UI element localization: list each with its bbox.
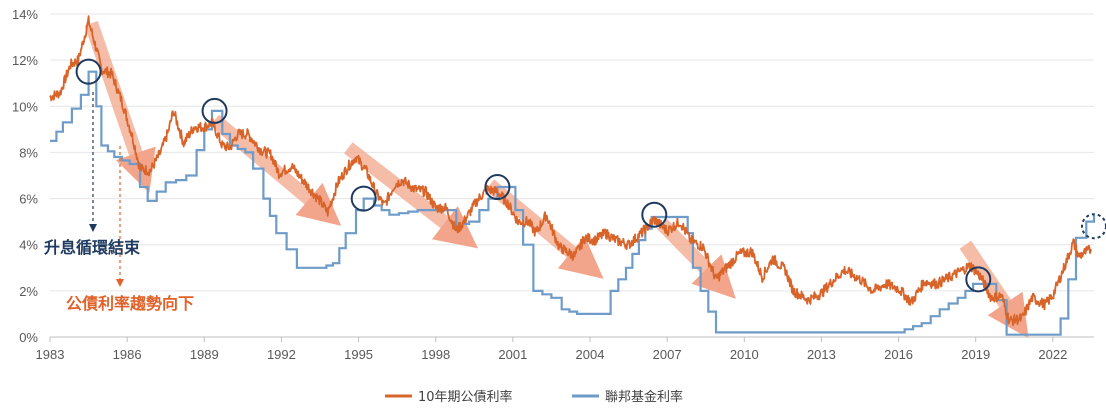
x-tick-label: 2013 — [807, 347, 836, 362]
y-tick-label: 14% — [12, 7, 38, 22]
annotations: 升息循環結束 公債利率趨勢向下 — [44, 92, 194, 313]
annotation-arrowhead-blue — [89, 224, 97, 232]
x-tick-label: 2007 — [653, 347, 682, 362]
trend-arrow — [210, 114, 342, 226]
x-tick-label: 2001 — [498, 347, 527, 362]
cycle-peak-circle — [484, 174, 511, 201]
x-tick-label: 1995 — [344, 347, 373, 362]
cycle-peak-circle-current — [1081, 213, 1106, 240]
x-tick-label: 2004 — [576, 347, 605, 362]
y-tick-label: 4% — [19, 238, 38, 253]
x-tick-label: 2010 — [730, 347, 759, 362]
y-tick-label: 10% — [12, 99, 38, 114]
annotation-yield-down: 公債利率趨勢向下 — [66, 294, 194, 313]
cycle-peak-circle — [201, 97, 228, 124]
cycle-peak-circle — [965, 266, 992, 293]
legend-label-treasury: 10年期公債利率 — [418, 389, 513, 405]
legend: 10年期公債利率 聯邦基金利率 — [385, 389, 683, 405]
x-tick-label: 2019 — [961, 347, 990, 362]
axes: 0% 2% 4% 6% 8% 10% 12% 14% 1983 1986 1989 1992 1995 1… — [12, 7, 1094, 362]
series-line-fedfunds — [50, 70, 1096, 336]
annotation-cycle-end: 升息循環結束 — [44, 238, 141, 257]
trend-arrows — [84, 20, 1029, 339]
gridlines — [50, 13, 1094, 292]
x-tick-label: 2016 — [884, 347, 913, 362]
series-line-treasury — [49, 15, 1093, 326]
legend-label-fedfunds: 聯邦基金利率 — [605, 389, 683, 405]
x-tick-label: 1998 — [421, 347, 450, 362]
cycle-peak-circle — [350, 185, 377, 212]
trend-arrow — [959, 240, 1029, 339]
cycle-peak-circles — [75, 58, 1106, 293]
x-tick-label: 1992 — [267, 347, 296, 362]
y-tick-label: 2% — [19, 284, 38, 299]
series-lines — [49, 15, 1096, 336]
y-tick-label: 6% — [19, 192, 38, 207]
x-tick-label: 2022 — [1038, 347, 1067, 362]
y-tick-label: 12% — [12, 53, 38, 68]
x-tick-label: 1983 — [36, 347, 65, 362]
y-tick-label: 8% — [19, 145, 38, 160]
cycle-peak-circle — [641, 201, 668, 228]
trend-arrow — [343, 142, 479, 249]
y-tick-label: 0% — [19, 330, 38, 345]
trend-arrow — [657, 219, 736, 299]
x-tick-label: 1989 — [190, 347, 219, 362]
cycle-peak-circle — [75, 58, 102, 85]
annotation-arrowhead-orange — [116, 279, 124, 287]
x-tick-label: 1986 — [113, 347, 142, 362]
